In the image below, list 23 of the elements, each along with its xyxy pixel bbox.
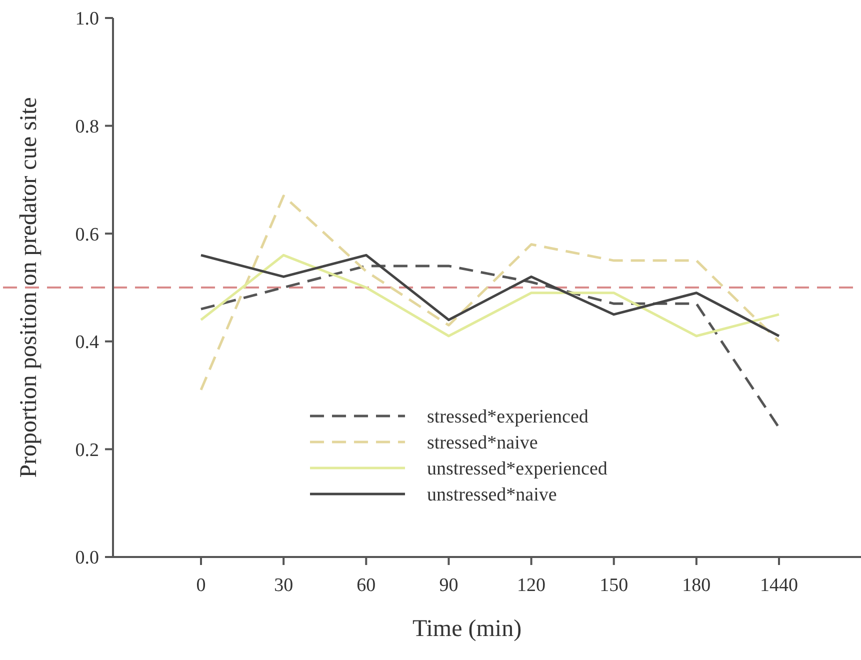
x-tick-label: 90 — [439, 575, 458, 596]
x-tick-label: 180 — [682, 575, 711, 596]
x-tick-label: 120 — [517, 575, 546, 596]
y-tick-label: 0.4 — [75, 332, 100, 354]
x-tick-label: 0 — [196, 575, 206, 596]
x-tick-label: 1440 — [760, 575, 798, 596]
line-series — [200, 194, 780, 392]
x-tick-label: 60 — [356, 575, 376, 596]
y-tick-label: 0.6 — [75, 224, 99, 246]
legend-label: unstressed*experienced — [427, 458, 608, 480]
line-series — [200, 264, 780, 429]
y-tick-label: 0.8 — [75, 116, 99, 138]
legend-label: stressed*naive — [427, 432, 538, 454]
line-series — [200, 254, 780, 338]
legend-label: stressed*experienced — [427, 406, 589, 428]
y-tick-label: 1.0 — [75, 8, 99, 30]
x-axis-title: Time (min) — [412, 616, 522, 642]
y-tick-label: 0.2 — [75, 440, 99, 461]
legend-label: unstressed*naive — [427, 484, 557, 506]
x-tick-label: 150 — [600, 575, 628, 596]
y-tick-label: 0.0 — [75, 548, 99, 569]
y-axis-title: Proportion position on predator cue site — [16, 97, 42, 478]
x-tick-label: 30 — [274, 575, 294, 596]
